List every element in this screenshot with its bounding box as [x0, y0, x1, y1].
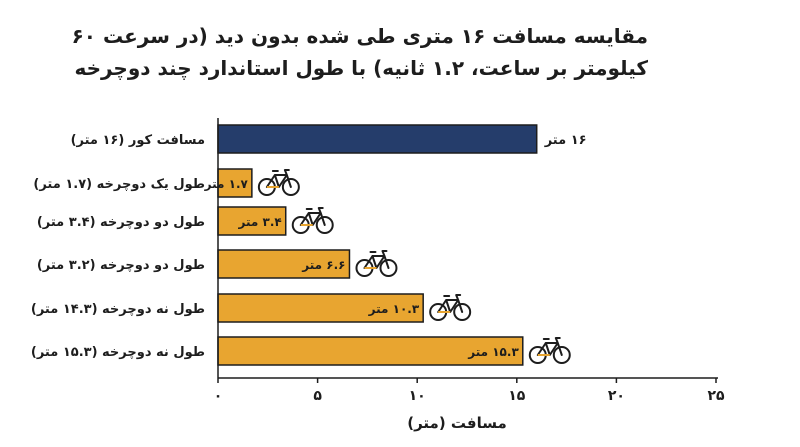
category-label: طول دو دوچرخه (۳.۲ متر) — [37, 258, 205, 273]
x-tick-label: ۰ — [214, 388, 223, 404]
bicycle-icon — [428, 291, 473, 321]
bicycle-icon — [527, 334, 572, 364]
bar-0 — [217, 124, 538, 154]
category-label: طول نه دوچرخه (۱۵.۳ متر) — [31, 345, 205, 360]
bar-2 — [217, 206, 287, 236]
x-axis-label: مسافت (متر) — [407, 414, 507, 432]
value-label: ۱۰.۳ متر — [368, 302, 420, 316]
value-label: ۱.۷ متر — [204, 177, 249, 191]
category-label: مسافت کور (۱۶ متر) — [71, 133, 205, 148]
value-label: ۱۶ متر — [544, 133, 587, 148]
bicycle-icon — [354, 247, 399, 277]
bar-3 — [217, 249, 351, 279]
x-tick-label: ۵ — [313, 388, 322, 404]
x-tick-label: ۱۵ — [508, 388, 526, 404]
category-label: طول دو دوچرخه (۳.۴ متر) — [37, 215, 205, 230]
value-label: ۱۵.۳ متر — [467, 345, 519, 359]
bicycle-icon — [290, 204, 335, 234]
chart-title-line-1: مقایسه مسافت ۱۶ متری طی شده بدون دید (در… — [71, 24, 648, 48]
bar-1 — [217, 168, 253, 198]
bicycle-icon — [256, 166, 301, 196]
value-label: ۶.۶ متر — [301, 258, 345, 272]
chart-title-line-2: کیلومتر بر ساعت، ۱.۲ ثانیه) با طول استان… — [74, 56, 648, 80]
category-label: طول یک دوچرخه (۱.۷ متر) — [33, 177, 205, 192]
value-label: ۳.۴ متر — [238, 215, 282, 229]
category-label: طول نه دوچرخه (۱۴.۳ متر) — [31, 302, 205, 317]
x-tick-label: ۱۰ — [409, 388, 426, 404]
x-tick-label: ۲۵ — [707, 388, 725, 404]
x-tick-label: ۲۰ — [608, 388, 625, 404]
